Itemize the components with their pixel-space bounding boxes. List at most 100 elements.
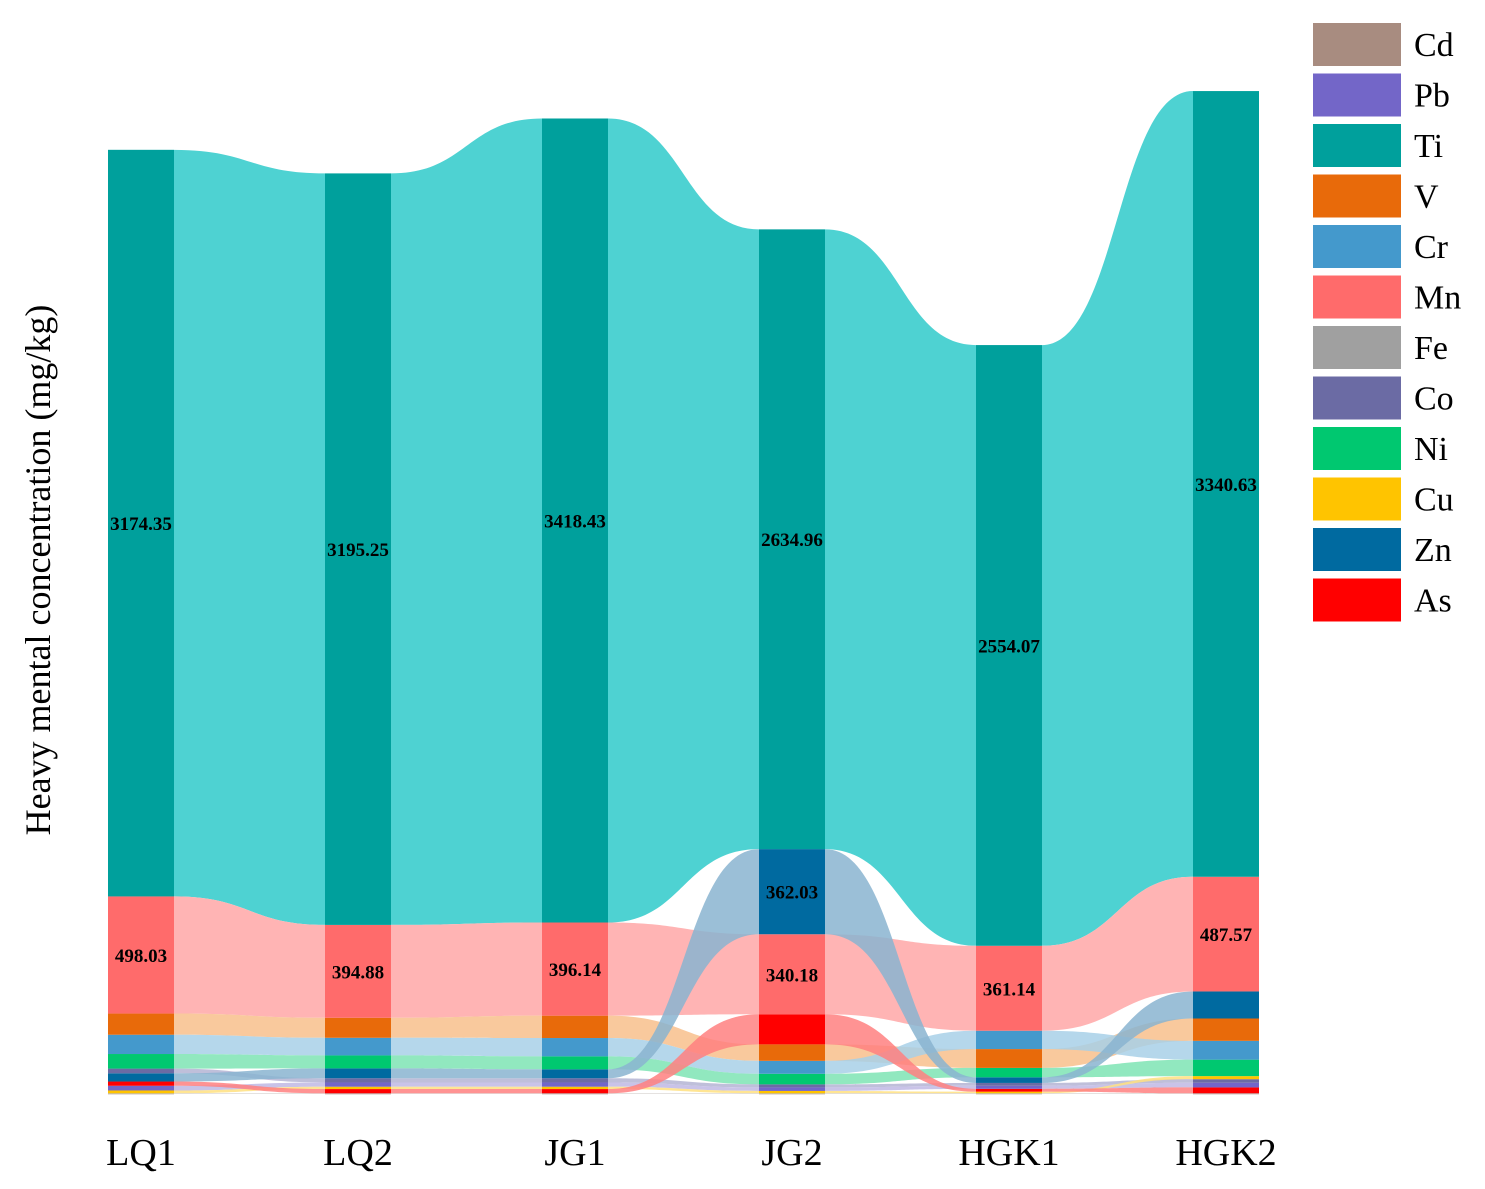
bar-cd-jg1 <box>542 1093 608 1095</box>
data-label-ti-jg2: 2634.96 <box>761 530 823 551</box>
bar-pb-hgk1 <box>976 1085 1042 1089</box>
flow-co-lq2-jg1 <box>391 1078 542 1083</box>
x-tick-hgk2: HGK2 <box>1175 1132 1276 1174</box>
bar-fe-hgk1 <box>976 1093 1042 1094</box>
bar-fe-hgk2 <box>1193 1093 1259 1094</box>
data-label-mn-hgk1: 361.14 <box>983 979 1036 1000</box>
legend-swatch-as <box>1313 578 1401 622</box>
data-label-ti-jg1: 3418.43 <box>544 511 606 532</box>
bar-mn-jg2 <box>759 934 825 1015</box>
node-layer <box>108 91 1259 1095</box>
bar-ni-lq1 <box>108 1054 174 1069</box>
bar-as-hgk1 <box>976 1088 1042 1092</box>
bar-ni-lq2 <box>325 1055 391 1069</box>
bar-v-hgk1 <box>976 1049 1042 1068</box>
flow-ti-jg2-hgk1 <box>825 229 976 946</box>
legend-swatch-ti <box>1313 124 1401 167</box>
bar-pb-jg1 <box>542 1082 608 1087</box>
flow-mn-hgk1-hgk2 <box>1042 876 1193 1031</box>
x-tick-lq2: LQ2 <box>323 1132 393 1174</box>
bar-zn-hgk2 <box>1193 991 1259 1019</box>
bar-ti-lq2 <box>325 173 391 925</box>
bar-zn-lq1 <box>108 1073 174 1082</box>
legend-label-cd: Cd <box>1414 27 1454 64</box>
flow-zn-hgk1-hgk2 <box>1042 991 1193 1083</box>
x-axis-ticks: LQ1 LQ2 JG1 JG2 HGK1 HGK2 <box>106 1132 1276 1174</box>
legend-label-fe: Fe <box>1414 330 1448 367</box>
legend-label-co: Co <box>1414 381 1454 418</box>
bar-as-hgk2 <box>1193 1087 1259 1094</box>
flow-cr-lq2-jg1 <box>391 1037 542 1057</box>
bar-ti-jg2 <box>759 229 825 850</box>
flow-as-lq1-lq2 <box>174 1081 325 1094</box>
data-label-zn-jg2: 362.03 <box>766 883 818 904</box>
bar-v-hgk2 <box>1193 1018 1259 1041</box>
bar-as-lq2 <box>325 1089 391 1094</box>
x-tick-jg1: JG1 <box>544 1132 605 1174</box>
flow-as-jg2-hgk1 <box>825 1014 976 1092</box>
flow-ti-jg1-jg2 <box>608 118 759 923</box>
legend-swatch-zn <box>1313 528 1401 571</box>
legend-swatch-cd <box>1313 23 1401 66</box>
data-label-mn-jg1: 396.14 <box>549 960 602 981</box>
bar-cr-lq1 <box>108 1034 174 1055</box>
bar-cu-jg2 <box>759 1090 825 1094</box>
bar-zn-hgk1 <box>976 1077 1042 1083</box>
flow-ti-lq2-jg1 <box>391 118 542 925</box>
legend-swatch-pb <box>1313 73 1401 117</box>
flow-as-jg1-jg2 <box>608 1014 759 1094</box>
bar-cr-lq2 <box>325 1037 391 1056</box>
bar-ti-jg1 <box>542 118 608 923</box>
bar-cd-jg2 <box>759 1093 825 1095</box>
flow-mn-lq1-lq2 <box>174 896 325 1018</box>
flow-as-lq2-jg1 <box>391 1089 542 1094</box>
bar-fe-lq1 <box>108 1093 174 1094</box>
bar-cd-lq2 <box>325 1093 391 1095</box>
flow-zn-jg2-hgk1 <box>825 849 976 1083</box>
flow-pb-jg2-hgk1 <box>825 1085 976 1091</box>
bar-cr-hgk1 <box>976 1030 1042 1050</box>
bar-pb-hgk2 <box>1193 1082 1259 1088</box>
bar-v-jg1 <box>542 1015 608 1039</box>
flow-zn-jg1-jg2 <box>608 849 759 1079</box>
bar-mn-lq1 <box>108 896 174 1014</box>
flow-ti-lq1-lq2 <box>174 149 325 925</box>
bar-ti-lq1 <box>108 149 174 897</box>
legend-swatch-fe <box>1313 326 1401 369</box>
data-label-ti-lq1: 3174.35 <box>110 514 172 535</box>
flow-v-lq2-jg1 <box>391 1015 542 1039</box>
flow-cu-jg2-hgk1 <box>825 1090 976 1094</box>
flow-co-hgk1-hgk2 <box>1042 1079 1193 1086</box>
flow-cu-lq2-jg1 <box>391 1086 542 1090</box>
legend-swatch-mn <box>1313 275 1401 319</box>
x-tick-hgk1: HGK1 <box>958 1132 1059 1174</box>
legend-label-pb: Pb <box>1414 78 1450 115</box>
flow-ni-jg1-jg2 <box>608 1056 759 1085</box>
bar-co-jg2 <box>759 1084 825 1088</box>
data-label-ti-lq2: 3195.25 <box>327 540 389 561</box>
bar-cd-hgk1 <box>976 1093 1042 1095</box>
bar-co-hgk1 <box>976 1082 1042 1086</box>
flow-zn-lq2-jg1 <box>391 1068 542 1079</box>
bar-mn-lq2 <box>325 924 391 1018</box>
bar-ti-hgk1 <box>976 345 1042 946</box>
bar-cr-hgk2 <box>1193 1040 1259 1060</box>
bar-cu-jg1 <box>542 1086 608 1090</box>
data-label-mn-lq2: 394.88 <box>332 962 384 983</box>
bar-pb-jg2 <box>759 1087 825 1091</box>
bar-v-lq2 <box>325 1017 391 1038</box>
flow-zn-lq1-lq2 <box>174 1068 325 1082</box>
legend-label-cr: Cr <box>1414 229 1449 266</box>
bar-fe-jg1 <box>542 1093 608 1094</box>
legend-label-zn: Zn <box>1414 532 1452 569</box>
legend-label-ti: Ti <box>1414 128 1443 165</box>
flow-as-hgk1-hgk2 <box>1042 1087 1193 1094</box>
bar-cd-hgk2 <box>1193 1093 1259 1095</box>
flow-mn-lq2-jg1 <box>391 922 542 1018</box>
bar-cr-jg2 <box>759 1060 825 1074</box>
x-tick-lq1: LQ1 <box>106 1132 176 1174</box>
bar-co-jg1 <box>542 1078 608 1083</box>
bar-as-lq1 <box>108 1081 174 1086</box>
bar-co-lq2 <box>325 1078 391 1083</box>
